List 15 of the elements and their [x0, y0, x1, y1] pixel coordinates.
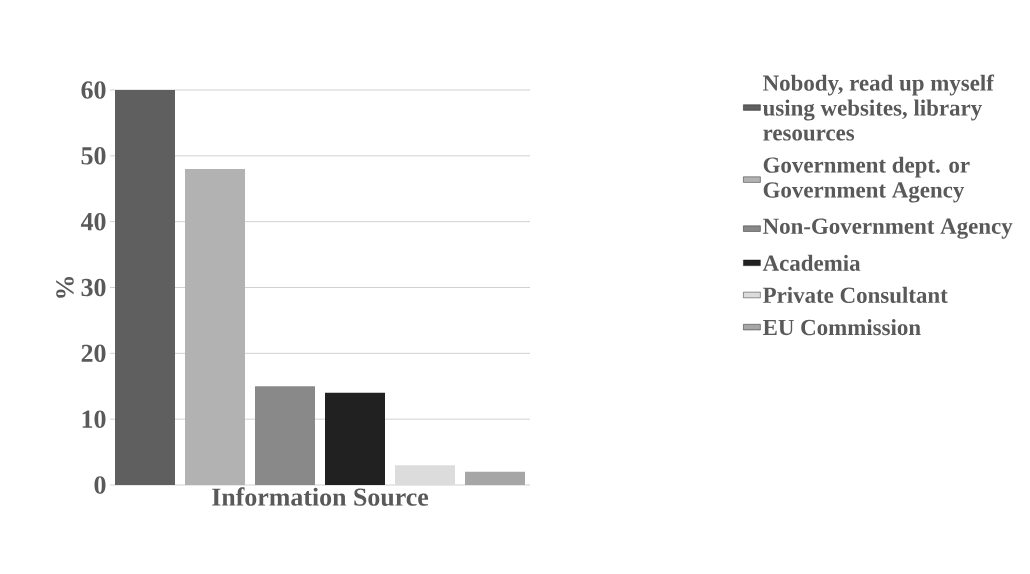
- y-tick-label: 30: [81, 278, 106, 297]
- y-tick-label: 40: [80, 212, 106, 231]
- y-axis-title: %: [56, 276, 74, 298]
- y-tick-label: 60: [81, 81, 106, 99]
- legend-label: Government dept. or Government Agency: [763, 156, 970, 203]
- y-tick-label: 10: [82, 410, 106, 428]
- legend-label: Academia: [762, 254, 861, 271]
- legend-label: Non-Government Agency: [763, 218, 1013, 239]
- legend-label: Nobody, read up myself using websites, library resources: [762, 74, 995, 141]
- y-tick-label: 50: [81, 147, 106, 165]
- y-tick-label: 20: [81, 344, 106, 363]
- x-axis-title: Information Source: [212, 487, 429, 506]
- legend-label: Private Consultant: [762, 286, 948, 304]
- legend-label: EU Commission: [762, 319, 921, 336]
- y-tick-label: 0: [94, 476, 106, 494]
